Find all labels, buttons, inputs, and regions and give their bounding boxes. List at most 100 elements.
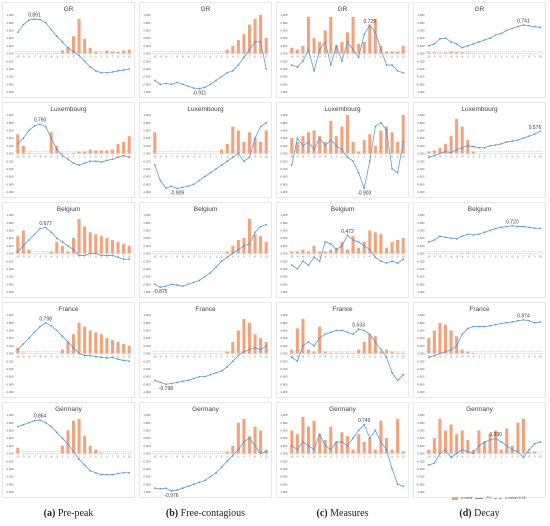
y-tick-label: -0.800 — [6, 282, 14, 286]
pc-point — [533, 321, 536, 324]
pc-point — [402, 373, 405, 376]
x-tick-label: 9 — [534, 256, 536, 259]
x-tick-label: -9 — [296, 456, 299, 459]
bar — [494, 430, 498, 454]
y-tick-label: 0.200 — [418, 144, 425, 148]
x-tick-label: -6 — [450, 156, 453, 159]
pc-point — [33, 233, 36, 236]
caption-a-text: Pre-peak — [57, 508, 94, 519]
pc-point — [16, 348, 19, 351]
caption-d-text: Decay — [474, 508, 500, 519]
pc-point — [511, 140, 514, 143]
y-tick-label: -0.800 — [417, 382, 425, 386]
x-tick-label: -1 — [67, 356, 70, 359]
y-tick-label: -0.800 — [280, 82, 288, 86]
y-tick-label: 1.000 — [144, 413, 151, 417]
y-tick-label: 0.000 — [281, 52, 288, 56]
annotation-label: 0.864 — [34, 414, 47, 420]
x-tick-label: -9 — [22, 456, 25, 459]
y-tick-label: 1.000 — [7, 313, 14, 317]
bar — [94, 234, 98, 254]
pc-point — [237, 64, 240, 66]
y-tick-label: 1.000 — [418, 413, 425, 417]
y-tick-label: 0.400 — [7, 136, 14, 140]
y-tick-label: -0.200 — [6, 459, 14, 463]
pc-point — [302, 144, 304, 147]
bar — [253, 138, 257, 154]
pc-point — [494, 34, 497, 36]
y-tick-label: 0.400 — [144, 136, 151, 140]
bar — [340, 352, 344, 354]
x-tick-label: 1 — [352, 156, 354, 159]
x-tick-label: 9 — [397, 356, 399, 359]
y-tick-label: 0.800 — [7, 321, 14, 325]
x-tick-label: 0 — [73, 156, 75, 159]
x-tick-label: 10 — [402, 256, 405, 259]
bar — [323, 440, 327, 454]
pc-point — [368, 24, 371, 27]
y-tick-label: 0.600 — [144, 229, 151, 233]
y-tick-label: 0.000 — [7, 352, 14, 356]
pc-point — [220, 369, 223, 372]
pc-point — [368, 437, 371, 439]
x-tick-label: -7 — [33, 356, 36, 359]
pc-point — [533, 227, 536, 229]
annotation-label: 0.633 — [352, 323, 365, 329]
pc-point — [122, 258, 125, 261]
pc-point — [533, 25, 536, 28]
panel-8: Belgium 1.000 0.800 0.600 0.400 0.200 0.000 -0.… — [2, 202, 135, 298]
x-tick-label: 1 — [78, 456, 80, 459]
pc-point — [89, 160, 92, 163]
pc-point — [117, 156, 119, 159]
pc-point — [153, 487, 156, 490]
bar — [60, 152, 64, 154]
x-tick-label: 4 — [95, 56, 97, 59]
y-tick-label: 0.600 — [7, 429, 14, 433]
panel-title: Belgium — [194, 206, 217, 213]
pc-point — [461, 146, 464, 149]
bar — [88, 47, 92, 54]
legend-dash-label: p-value=0.05 — [505, 496, 526, 500]
x-tick-label: 4 — [232, 56, 234, 59]
annotation-label: 0.472 — [341, 229, 354, 235]
pc-point — [215, 79, 217, 82]
y-tick-label: 0.400 — [418, 36, 425, 40]
pc-point — [192, 183, 195, 186]
pc-point — [44, 321, 47, 324]
y-tick-label: -0.800 — [143, 282, 151, 286]
y-tick-label: 0.000 — [418, 352, 425, 356]
y-tick-label: 0.600 — [281, 329, 288, 333]
bar — [83, 226, 87, 254]
x-tick-label: -10 — [16, 156, 20, 159]
pc-point — [341, 148, 343, 151]
y-tick-label: -1.000 — [6, 490, 14, 494]
x-tick-label: -8 — [302, 356, 305, 359]
x-tick-label: 1 — [215, 56, 217, 59]
bar — [94, 449, 98, 454]
y-tick-label: -1.000 — [143, 390, 151, 394]
pc-point — [522, 137, 525, 139]
bar — [236, 330, 240, 354]
pc-point — [204, 275, 206, 278]
pc-point — [290, 64, 293, 66]
x-tick-label: 1 — [489, 156, 491, 159]
pc-point — [33, 419, 36, 422]
bar — [357, 43, 361, 54]
pc-point — [528, 135, 530, 138]
pc-point — [44, 226, 47, 229]
bar — [88, 445, 92, 454]
x-tick-label: -10 — [290, 56, 294, 59]
pc-point — [243, 441, 245, 443]
bar — [334, 247, 338, 254]
x-tick-label: -7 — [170, 356, 173, 359]
x-tick-label: -2 — [472, 256, 475, 259]
pc-point — [500, 441, 503, 443]
y-tick-label: 0.000 — [281, 352, 288, 356]
panel-border — [139, 302, 272, 398]
x-tick-label: -6 — [176, 356, 179, 359]
y-tick-label: 0.400 — [418, 336, 425, 340]
pc-point — [329, 64, 332, 66]
pc-point — [44, 125, 47, 128]
pc-point — [259, 452, 262, 455]
x-tick-label: 6 — [380, 156, 382, 159]
